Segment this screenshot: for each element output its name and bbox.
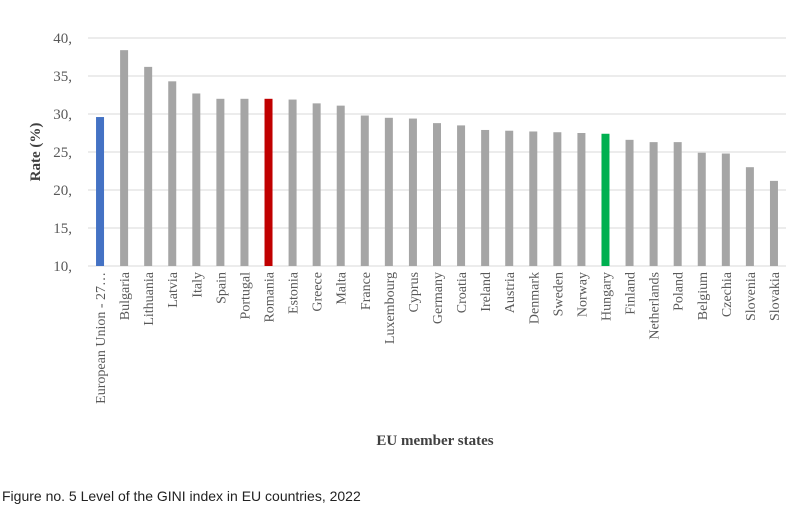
bar bbox=[240, 98, 249, 266]
x-tick-label: Belgium bbox=[696, 272, 711, 320]
bar bbox=[721, 153, 730, 266]
y-tick-label: 30, bbox=[53, 107, 72, 123]
bar bbox=[577, 133, 586, 266]
x-tick-label: Luxembourg bbox=[383, 272, 398, 344]
y-tick-label: 20, bbox=[53, 183, 72, 199]
bar bbox=[408, 118, 417, 266]
bar bbox=[312, 103, 321, 266]
bar bbox=[144, 66, 153, 266]
x-tick-label: Bulgaria bbox=[118, 271, 133, 320]
bar bbox=[336, 105, 345, 266]
bar bbox=[505, 130, 514, 266]
x-tick-label: Hungary bbox=[599, 272, 614, 321]
bar bbox=[769, 180, 778, 266]
bar bbox=[481, 129, 490, 266]
bar bbox=[673, 142, 682, 266]
bar bbox=[360, 115, 369, 267]
x-tick-label: Greece bbox=[311, 272, 326, 312]
x-tick-label: Czechia bbox=[720, 271, 735, 317]
x-tick-label: Germany bbox=[431, 272, 446, 324]
x-tick-label: Romania bbox=[263, 271, 278, 322]
x-tick-label: Finland bbox=[624, 272, 639, 315]
x-tick-label: Norway bbox=[575, 272, 590, 317]
y-tick-label: 15, bbox=[53, 221, 72, 237]
y-axis-title: Rate (%) bbox=[28, 123, 44, 182]
gini-bar-chart: 10, 15, 20, 25, 30, 35, 40, European Union - 2… bbox=[28, 31, 786, 449]
bar bbox=[697, 152, 706, 266]
y-tick-label: 25, bbox=[53, 145, 72, 161]
x-tick-label: Cyprus bbox=[407, 272, 422, 312]
bar bbox=[457, 125, 466, 267]
bar bbox=[433, 123, 441, 267]
x-tick-label: Estonia bbox=[287, 271, 302, 314]
x-tick-label: Denmark bbox=[527, 272, 542, 324]
bar bbox=[192, 93, 201, 266]
x-tick-label: Slovakia bbox=[768, 271, 783, 321]
x-tick-label: Netherlands bbox=[648, 272, 663, 340]
bar bbox=[553, 132, 562, 266]
bar bbox=[288, 99, 297, 266]
x-tick-label: France bbox=[359, 272, 374, 310]
x-tick-label: Italy bbox=[190, 272, 205, 298]
bar bbox=[264, 98, 273, 266]
x-tick-label: Latvia bbox=[166, 271, 181, 308]
bar bbox=[96, 117, 105, 266]
x-tick-label: Austria bbox=[503, 271, 518, 313]
bar bbox=[384, 117, 393, 266]
x-tick-label: Poland bbox=[672, 272, 687, 311]
x-tick-label: Portugal bbox=[238, 272, 253, 320]
bar bbox=[601, 133, 610, 266]
bar bbox=[120, 50, 129, 266]
x-tick-label: Malta bbox=[335, 271, 350, 304]
bar bbox=[745, 167, 754, 266]
bar bbox=[168, 81, 177, 266]
x-tick-label: Slovenia bbox=[744, 271, 759, 321]
x-tick-label: Spain bbox=[214, 272, 229, 304]
y-tick-label: 35, bbox=[53, 69, 72, 85]
bar bbox=[625, 139, 634, 266]
x-tick-label: Lithuania bbox=[142, 271, 157, 325]
figure-caption: Figure no. 5 Level of the GINI index in … bbox=[2, 488, 361, 504]
x-tick-label: Sweden bbox=[551, 272, 566, 316]
x-tick-label: Croatia bbox=[455, 271, 470, 313]
y-tick-label: 10, bbox=[53, 259, 72, 275]
x-tick-label: Ireland bbox=[479, 272, 494, 312]
bar bbox=[216, 98, 225, 266]
bar bbox=[649, 142, 658, 266]
x-axis-title: EU member states bbox=[376, 433, 493, 449]
y-tick-label: 40, bbox=[53, 31, 72, 47]
x-tick-label: European Union - 27… bbox=[94, 272, 109, 404]
bar bbox=[529, 131, 538, 266]
